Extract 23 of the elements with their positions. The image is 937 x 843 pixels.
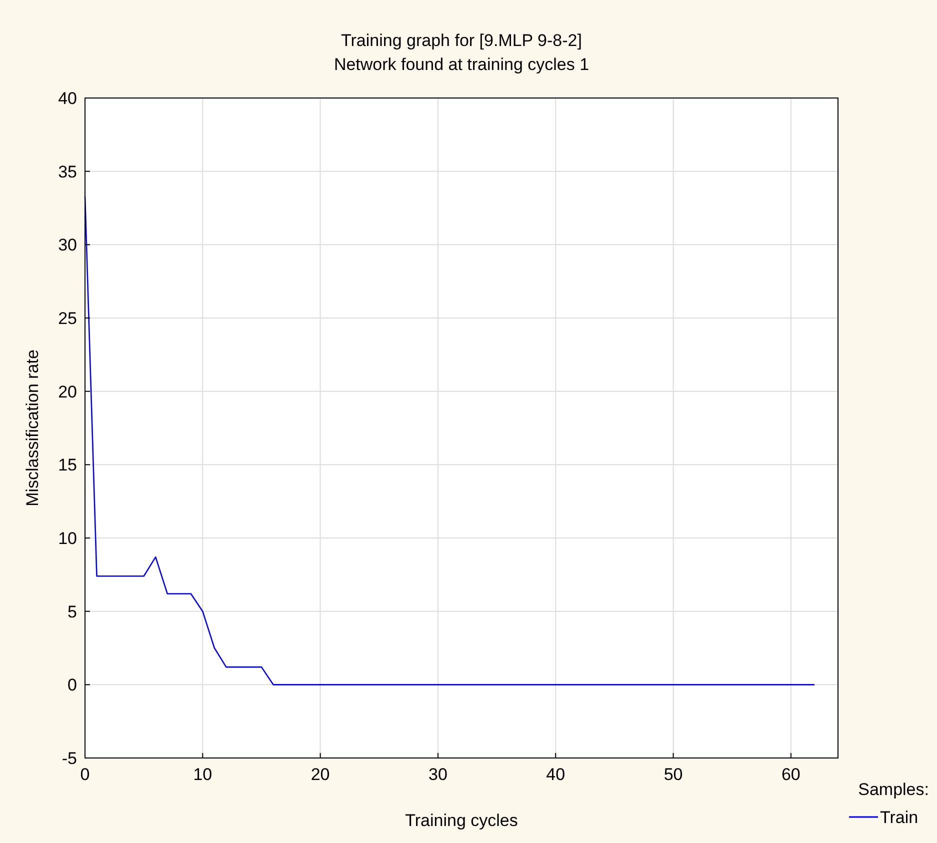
chart-title: Training graph for [9.MLP 9-8-2]	[341, 31, 582, 50]
y-tick-label: 40	[58, 89, 77, 108]
y-tick-label: 0	[68, 676, 77, 695]
x-tick-label: 30	[428, 765, 448, 784]
x-tick-label: 20	[310, 765, 330, 784]
chart-subtitle: Network found at training cycles 1	[334, 55, 590, 74]
legend-title: Samples:	[858, 780, 929, 799]
y-tick-label: 35	[58, 162, 77, 182]
y-tick-label: 10	[58, 529, 77, 548]
y-tick-label: 15	[58, 456, 77, 475]
y-tick-label: 20	[58, 382, 77, 402]
x-tick-label: 60	[781, 765, 800, 784]
x-tick-label: 40	[546, 765, 566, 784]
legend-label: Train	[880, 808, 918, 827]
y-tick-label: 5	[68, 602, 77, 622]
y-tick-label: 30	[58, 236, 77, 255]
x-tick-label: 0	[80, 765, 90, 784]
y-tick-label: 25	[58, 309, 77, 328]
y-tick-label: -5	[62, 749, 77, 768]
y-axis-title: Misclassification rate	[23, 350, 42, 506]
x-tick-label: 50	[664, 765, 683, 784]
x-axis-title: Training cycles	[405, 811, 518, 830]
x-tick-label: 10	[193, 765, 212, 784]
